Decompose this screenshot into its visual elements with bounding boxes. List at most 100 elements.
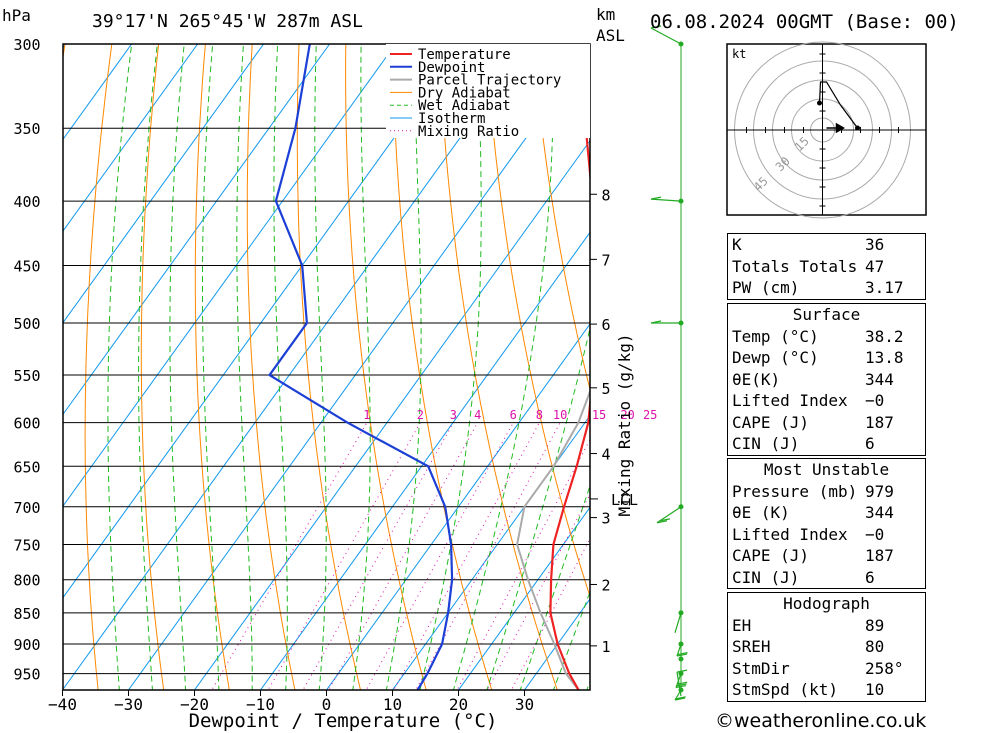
- hodograph-unit: kt: [732, 47, 746, 61]
- index-value: 979: [865, 481, 894, 501]
- pressure-tick-label: 700: [13, 499, 40, 517]
- pressure-tick-label: 800: [13, 572, 40, 590]
- index-value: 187: [865, 546, 894, 565]
- index-row: EH 89: [728, 615, 925, 637]
- wet-adiabat-line: [519, 484, 590, 690]
- indices-general: K 36 Totals Totals 47 PW (cm) 3.17: [727, 233, 926, 300]
- index-row: PW (cm) 3.17: [728, 277, 925, 299]
- wet-adiabat-line: [107, 44, 133, 690]
- dry-adiabat-line: [485, 44, 590, 598]
- wet-adiabat-line: [273, 44, 288, 690]
- mixing-ratio-label: 10: [553, 408, 567, 422]
- legend-label: Temperature: [418, 47, 511, 63]
- pressure-unit-label: hPa: [2, 6, 31, 25]
- index-value: 47: [865, 256, 885, 276]
- dewpoint-line: [267, 44, 454, 690]
- index-row: θE(K) 344: [728, 369, 925, 391]
- dry-adiabat-line: [296, 44, 362, 690]
- index-row: Temp (°C) 38.2: [728, 326, 925, 348]
- legend-label: Wet Adiabat: [418, 98, 511, 114]
- index-label: θE (K): [732, 503, 790, 522]
- index-label: StmDir: [732, 658, 790, 678]
- x-tick-label: 0: [322, 695, 332, 714]
- x-tick-label: −20: [180, 695, 209, 714]
- index-label: CIN (J): [732, 434, 800, 453]
- location-title: 39°17'N 265°45'W 287m ASL: [92, 11, 363, 32]
- wind-barb-feather: [674, 697, 686, 701]
- x-axis-title: Dewpoint / Temperature (°C): [189, 710, 498, 732]
- index-label: Pressure (mb): [732, 481, 858, 501]
- dry-adiabat-line: [438, 44, 558, 690]
- mixing-ratio-line: [365, 422, 514, 690]
- km-tick-label: 1: [601, 638, 610, 656]
- index-value: 38.2: [865, 326, 904, 346]
- wind-barb-feather: [656, 520, 668, 524]
- isotherm-line: [63, 44, 265, 324]
- wind-barb: [650, 198, 682, 202]
- isotherm-line: [63, 44, 529, 690]
- pressure-tick-label: 500: [13, 315, 40, 333]
- wet-adiabat-line: [385, 44, 422, 690]
- wind-barb-feather: [659, 518, 670, 522]
- index-row: CAPE (J) 187: [728, 545, 925, 567]
- wind-barb-feather: [650, 25, 662, 29]
- mixing-ratio-line: [302, 422, 454, 690]
- legend-box: [386, 44, 590, 138]
- wind-profile: [650, 25, 688, 701]
- isotherm-line: [127, 48, 590, 690]
- mixing-ratio-label: 3: [450, 408, 457, 422]
- dry-adiabat-line: [140, 44, 165, 690]
- km-tick-label: 2: [601, 576, 610, 594]
- parcel-trajectory-line: [516, 388, 590, 690]
- km-tick-label: 3: [601, 510, 610, 528]
- wind-barb-feather: [675, 696, 686, 700]
- pressure-tick-label: 550: [13, 367, 40, 385]
- asl-label: ASL: [596, 26, 625, 45]
- wind-barb-feather: [675, 684, 687, 689]
- mixing-ratio-line: [328, 422, 479, 690]
- dry-adiabat-line: [532, 44, 590, 392]
- mixing-ratio-label: 8: [536, 408, 543, 422]
- index-row: Dewp (°C) 13.8: [728, 347, 925, 369]
- index-label: Dewp (°C): [732, 348, 819, 367]
- isotherm-line: [63, 44, 463, 599]
- x-tick-label: 10: [383, 695, 402, 714]
- dry-adiabat-line: [391, 44, 493, 690]
- wet-adiabat-line: [419, 44, 482, 690]
- index-label: PW (cm): [732, 278, 800, 297]
- mixing-ratio-label: 15: [592, 408, 606, 422]
- pressure-tick-label: 600: [13, 415, 40, 433]
- km-unit-label: km: [596, 5, 616, 24]
- x-tick-label: −30: [114, 695, 143, 714]
- dry-adiabat-line: [246, 44, 296, 690]
- copyright-footer: ©weatheronline.co.uk: [715, 710, 927, 732]
- km-tick-label: 5: [601, 380, 610, 398]
- mixing-ratio-label: 1: [363, 408, 370, 422]
- wind-barb-feather: [676, 683, 687, 687]
- km-tick-label: 4: [601, 446, 610, 464]
- wet-adiabat-line: [552, 590, 590, 690]
- index-value: 13.8: [865, 348, 904, 367]
- isotherm-line: [63, 44, 199, 232]
- index-value: 187: [865, 412, 894, 432]
- wet-adiabat-line: [169, 44, 187, 690]
- indices-hodograph: Hodograph EH 89 SREH 80 StmDir 258° StmSpd (kt…: [727, 592, 926, 702]
- most-unstable-title: Most Unstable: [763, 460, 890, 479]
- hodograph-trace: [818, 81, 858, 129]
- index-row: K 36: [728, 234, 925, 256]
- pressure-tick-label: 900: [13, 636, 40, 654]
- wet-adiabat-line: [236, 44, 253, 690]
- pressure-tick-label: 850: [13, 605, 40, 623]
- legend-label: Parcel Trajectory: [418, 73, 561, 89]
- legend-label: Isotherm: [418, 111, 485, 127]
- isotherm-line: [457, 506, 590, 690]
- index-value: −0: [865, 391, 885, 410]
- isotherm-line: [193, 139, 590, 690]
- index-label: CAPE (J): [732, 412, 810, 432]
- pressure-tick-label: 950: [13, 666, 40, 684]
- mixing-ratio-label: 2: [417, 408, 424, 422]
- pressure-tick-label: 650: [13, 458, 40, 476]
- wind-barb-feather: [676, 669, 688, 673]
- hodograph-surface-point: [855, 125, 860, 131]
